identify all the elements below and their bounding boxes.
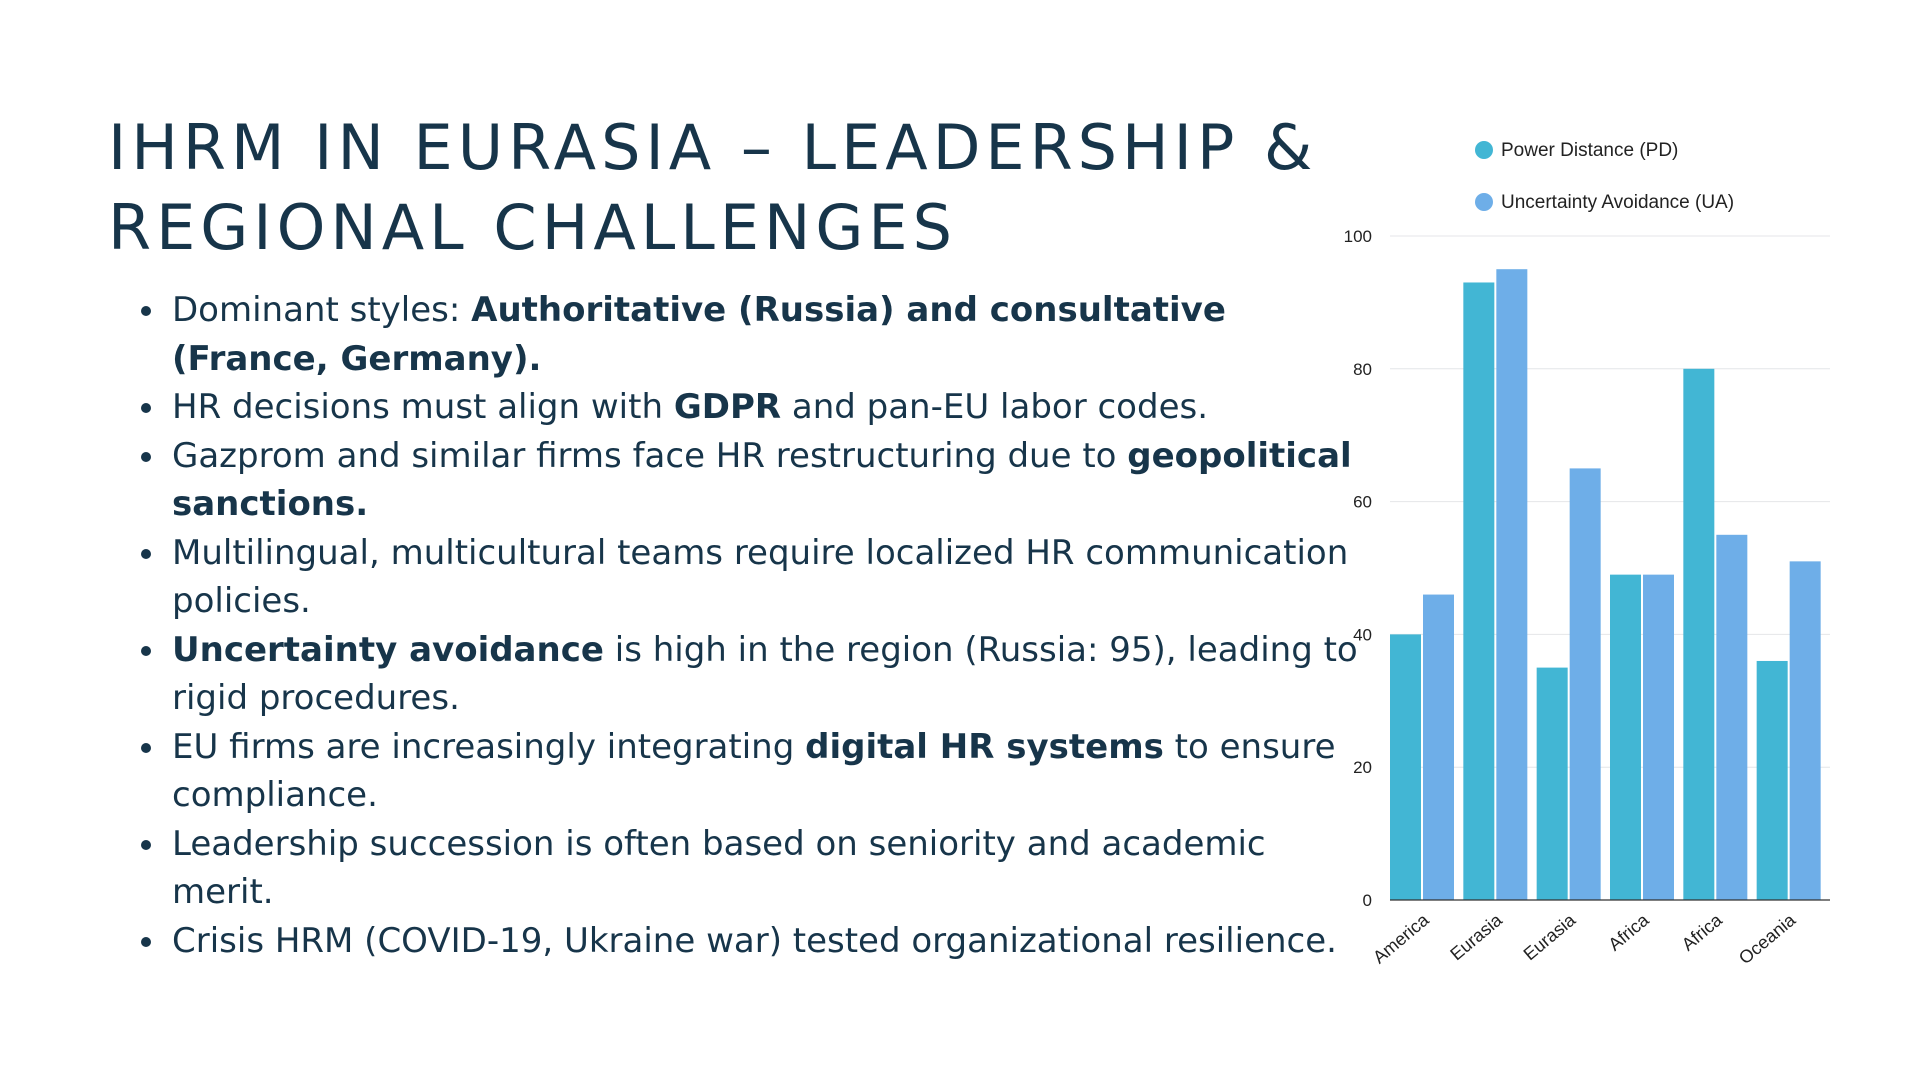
x-tick-label: Eurasia xyxy=(1446,909,1506,964)
bullet-text: to ensure compliance. xyxy=(172,726,1336,816)
bullet-emphasis: GDPR xyxy=(673,387,782,427)
bullet-text: Crisis HRM (COVID-19, Ukraine war) teste… xyxy=(172,920,1337,961)
legend-label: Uncertainty Avoidance (UA) xyxy=(1501,192,1734,213)
y-tick-label: 0 xyxy=(1363,891,1372,910)
bar xyxy=(1496,269,1528,900)
bar xyxy=(1569,468,1601,900)
bullet-item: Uncertainty avoidance is high in the reg… xyxy=(168,626,1358,723)
bullet-text: Multilingual, multicultural teams requir… xyxy=(172,532,1349,622)
legend-swatch xyxy=(1475,193,1493,211)
bar xyxy=(1610,574,1641,900)
y-tick-label: 20 xyxy=(1353,758,1372,777)
y-tick-label: 40 xyxy=(1353,625,1372,644)
slide-title-line-1: IHRM IN EURASIA – LEADERSHIP & xyxy=(108,111,1318,184)
bullet-emphasis: geopolitical sanctions. xyxy=(172,435,1352,525)
bullet-text: HR decisions must align with xyxy=(172,387,674,427)
x-tick-label: Africa xyxy=(1604,909,1653,955)
bar xyxy=(1789,561,1821,900)
slide-title: IHRM IN EURASIA – LEADERSHIP & REGIONAL … xyxy=(108,108,1358,268)
bullet-emphasis: digital HR systems xyxy=(805,726,1164,767)
bar xyxy=(1756,660,1788,900)
slide-title-line-2: REGIONAL CHALLENGES xyxy=(108,191,957,264)
x-tick-label: Oceania xyxy=(1735,909,1800,968)
bullet-item: Leadership succession is often based on … xyxy=(168,820,1358,917)
bullet-text: Gazprom and similar firms face HR restru… xyxy=(172,435,1128,476)
bullet-text: EU firms are increasingly integrating xyxy=(172,726,806,767)
bullet-item: EU firms are increasingly integrating di… xyxy=(168,723,1358,820)
bullet-item: Crisis HRM (COVID-19, Ukraine war) teste… xyxy=(168,917,1358,966)
bullet-text: is high in the region (Russia: 95), lead… xyxy=(172,629,1358,719)
x-tick-label: Africa xyxy=(1678,909,1727,955)
bullet-item: HR decisions must align with GDPR and pa… xyxy=(168,383,1358,432)
y-tick-label: 60 xyxy=(1353,493,1372,512)
bullet-emphasis: Authoritative (Russia) and consultative … xyxy=(172,290,1226,379)
bullet-item: Dominant styles: Authoritative (Russia) … xyxy=(168,286,1358,383)
y-tick-label: 80 xyxy=(1353,360,1372,379)
bullet-text: Dominant styles: xyxy=(172,290,472,330)
x-tick-label: America xyxy=(1369,909,1433,967)
bullet-item: Gazprom and similar firms face HR restru… xyxy=(168,432,1358,529)
bar xyxy=(1683,368,1715,900)
bar-chart-svg: Power Distance (PD) Uncertainty Avoidance… xyxy=(1344,140,1830,968)
y-tick-label: 100 xyxy=(1344,227,1372,246)
bar xyxy=(1716,534,1748,900)
legend-swatch xyxy=(1475,141,1493,159)
bullet-emphasis: Uncertainty avoidance xyxy=(172,629,604,670)
bar xyxy=(1423,594,1454,900)
bar xyxy=(1463,282,1495,900)
bullet-text: Leadership succession is often based on … xyxy=(172,823,1266,913)
legend-label: Power Distance (PD) xyxy=(1501,140,1678,161)
bar xyxy=(1390,634,1421,900)
bullet-list: Dominant styles: Authoritative (Russia) … xyxy=(136,286,1358,965)
x-tick-label: Eurasia xyxy=(1520,909,1580,964)
bullet-item: Multilingual, multicultural teams requir… xyxy=(168,529,1358,626)
bullet-text: and pan-EU labor codes. xyxy=(781,387,1209,427)
bar xyxy=(1643,574,1674,900)
bar-chart: Power Distance (PD) Uncertainty Avoidance… xyxy=(1320,120,1830,1000)
bar xyxy=(1536,667,1568,900)
